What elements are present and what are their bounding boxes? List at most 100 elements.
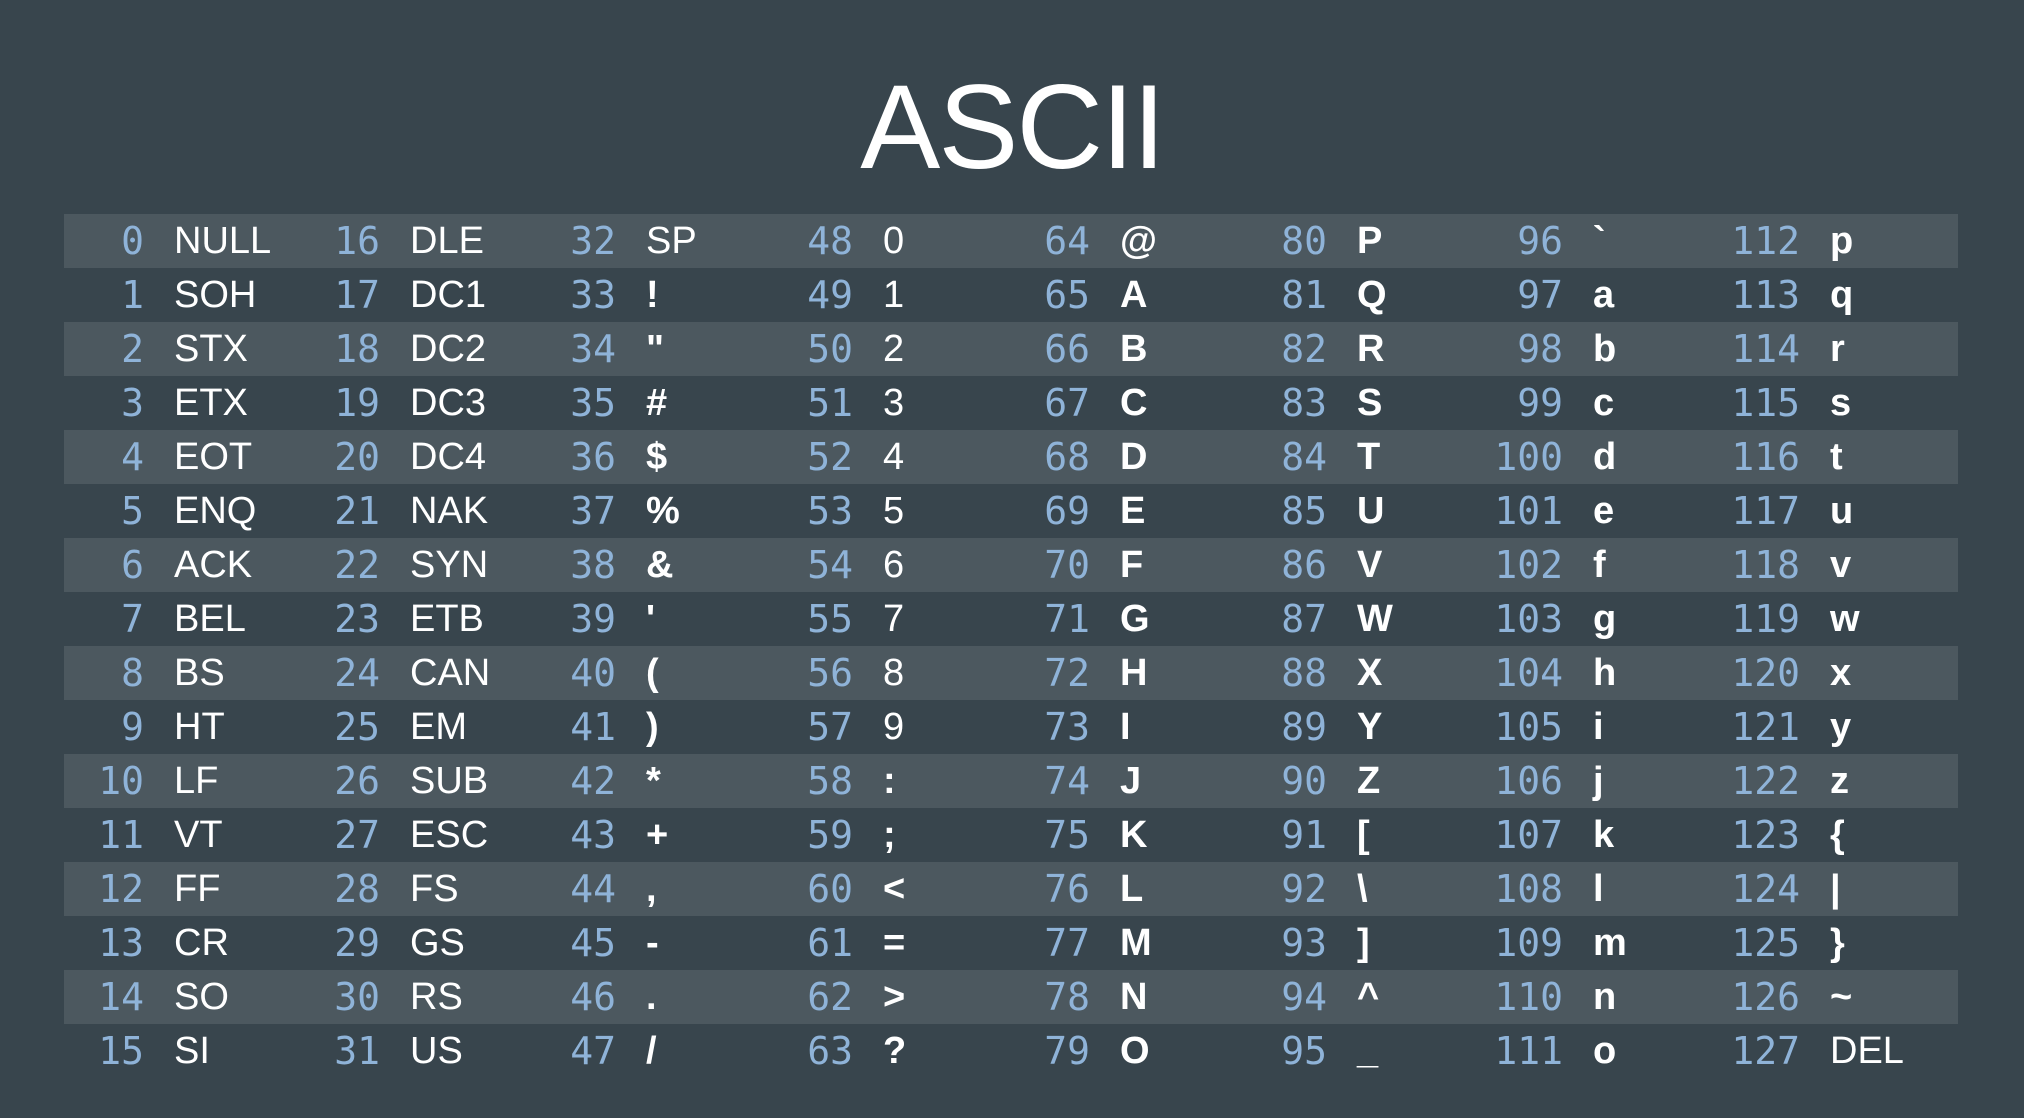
ascii-char: SOH [174, 274, 257, 316]
ascii-code: 43 [570, 813, 616, 857]
ascii-code: 3 [121, 381, 144, 425]
ascii-code: 38 [570, 543, 616, 587]
ascii-code: 26 [334, 759, 380, 803]
ascii-char: [ [1357, 814, 1370, 856]
ascii-code: 6 [121, 543, 144, 587]
ascii-code: 108 [1494, 867, 1563, 911]
ascii-char: SUB [410, 760, 489, 802]
ascii-char: ^ [1357, 976, 1380, 1018]
ascii-char: FS [410, 868, 459, 910]
ascii-char: m [1593, 922, 1627, 964]
ascii-code: 88 [1281, 651, 1327, 695]
table-row: 9 HT 25 EM 41) 57 9 73 I 89 Y 105 i 121 y [64, 700, 1958, 754]
ascii-char: DLE [410, 220, 484, 262]
ascii-char: M [1120, 922, 1152, 964]
ascii-char: STX [174, 328, 248, 370]
ascii-char: SYN [410, 544, 489, 586]
ascii-char: GS [410, 922, 465, 964]
ascii-code: 61 [807, 921, 853, 965]
ascii-char: U [1357, 490, 1385, 532]
ascii-char: y [1830, 706, 1852, 748]
table-row: 2 STX 18 DC2 34 " 50 2 66 B 82 R 98 b 114 r [64, 322, 1958, 376]
ascii-char: HT [174, 706, 225, 748]
ascii-code: 13 [98, 921, 144, 965]
ascii-char: Y [1357, 706, 1383, 748]
ascii-code: 68 [1044, 435, 1090, 479]
ascii-char: \ [1357, 868, 1368, 910]
ascii-code: 102 [1494, 543, 1563, 587]
ascii-code: 91 [1281, 813, 1327, 857]
ascii-code: 35 [570, 381, 616, 425]
ascii-char: ( [646, 652, 659, 694]
ascii-char: p [1830, 220, 1854, 262]
table-row: 13 CR 29 GS 45- 61 = 77 M 93] 109 m 125} [64, 916, 1958, 970]
ascii-code: 56 [807, 651, 853, 695]
ascii-code: 7 [121, 597, 144, 641]
ascii-char: ? [883, 1030, 907, 1072]
ascii-char: $ [646, 436, 668, 478]
ascii-char: S [1357, 382, 1383, 424]
ascii-code: 101 [1494, 489, 1563, 533]
table-row: 1 SOH 17 DC1 33! 49 1 65 A 81 Q 97 a 113 q [64, 268, 1958, 322]
ascii-code: 53 [807, 489, 853, 533]
ascii-char: ' [646, 598, 656, 640]
ascii-code: 4 [121, 435, 144, 479]
ascii-code: 122 [1731, 759, 1800, 803]
ascii-char: I [1120, 706, 1131, 748]
ascii-char: X [1357, 652, 1383, 694]
ascii-code: 29 [334, 921, 380, 965]
ascii-char: k [1593, 814, 1615, 856]
ascii-code: 74 [1044, 759, 1090, 803]
ascii-code: 54 [807, 543, 853, 587]
ascii-code: 99 [1517, 381, 1563, 425]
table-row: 5 ENQ 21 NAK 37% 53 5 69 E 85 U 101 e 117 u [64, 484, 1958, 538]
ascii-code: 1 [121, 273, 144, 317]
ascii-char: 9 [883, 706, 905, 748]
ascii-char: h [1593, 652, 1617, 694]
ascii-code: 32 [570, 219, 616, 263]
ascii-char: T [1357, 436, 1381, 478]
ascii-code: 82 [1281, 327, 1327, 371]
ascii-char: 3 [883, 382, 905, 424]
ascii-char: b [1593, 328, 1617, 370]
ascii-char: u [1830, 490, 1854, 532]
ascii-code: 125 [1731, 921, 1800, 965]
ascii-char: - [646, 922, 659, 964]
table-row: 15 SI 31 US 47 / 63? 79 O 95 _ 111 o 127 DEL [64, 1024, 1958, 1078]
ascii-char: / [646, 1030, 657, 1072]
ascii-code: 23 [334, 597, 380, 641]
ascii-char: , [646, 868, 657, 910]
ascii-char: a [1593, 274, 1615, 316]
ascii-char: R [1357, 328, 1385, 370]
ascii-char: ~ [1830, 976, 1853, 1018]
ascii-char: SO [174, 976, 229, 1018]
ascii-char: o [1593, 1030, 1617, 1072]
ascii-char: ACK [174, 544, 253, 586]
ascii-char: ) [646, 706, 659, 748]
ascii-code: 45 [570, 921, 616, 965]
ascii-code: 92 [1281, 867, 1327, 911]
ascii-char: 4 [883, 436, 905, 478]
ascii-char: ` [1593, 220, 1606, 262]
ascii-char: ENQ [174, 490, 257, 532]
ascii-char: f [1593, 544, 1606, 586]
ascii-code: 113 [1731, 273, 1800, 317]
ascii-char: l [1593, 868, 1604, 910]
ascii-code: 66 [1044, 327, 1090, 371]
ascii-code: 117 [1731, 489, 1800, 533]
ascii-code: 109 [1494, 921, 1563, 965]
ascii-code: 119 [1731, 597, 1800, 641]
ascii-code: 124 [1731, 867, 1800, 911]
ascii-code: 72 [1044, 651, 1090, 695]
ascii-code: 36 [570, 435, 616, 479]
ascii-code: 116 [1731, 435, 1800, 479]
ascii-code: 39 [570, 597, 616, 641]
ascii-code: 73 [1044, 705, 1090, 749]
ascii-code: 67 [1044, 381, 1090, 425]
ascii-code: 21 [334, 489, 380, 533]
ascii-char: z [1830, 760, 1849, 802]
ascii-char: _ [1357, 1030, 1379, 1072]
ascii-code: 120 [1731, 651, 1800, 695]
ascii-code: 70 [1044, 543, 1090, 587]
ascii-char: s [1830, 382, 1852, 424]
